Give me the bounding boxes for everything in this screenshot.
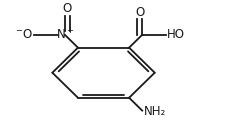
Text: O: O — [63, 2, 72, 15]
Text: NH₂: NH₂ — [143, 105, 166, 118]
Text: O: O — [135, 6, 144, 19]
Text: HO: HO — [167, 28, 185, 41]
Text: $^{-}$O: $^{-}$O — [15, 28, 33, 41]
Text: N$^+$: N$^+$ — [56, 27, 74, 42]
